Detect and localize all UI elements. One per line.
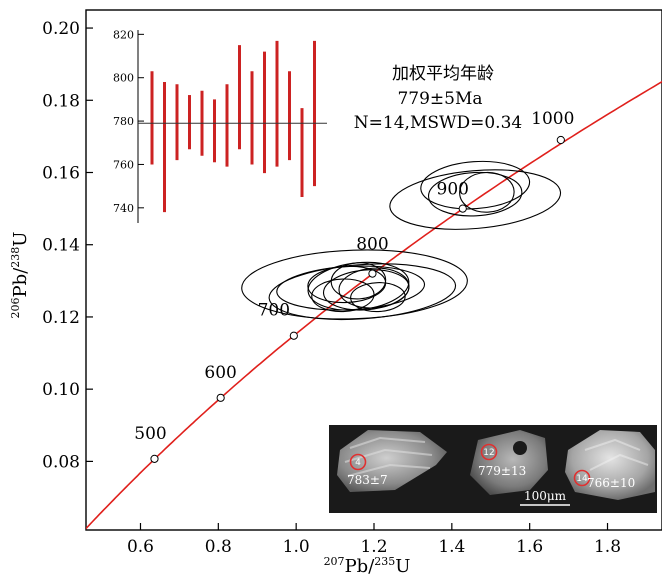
concordia-age-label: 600 [204,363,236,383]
concordia-age-label: 500 [134,424,166,444]
concordia-age-label: 900 [437,180,469,200]
x-tick-label: 1.6 [516,537,543,557]
spot-circle-4 [349,453,367,471]
x-tick-label: 0.8 [205,537,232,557]
inset-tick-label: 800 [113,72,134,85]
zircon-grain-2 [470,430,548,495]
error-ellipse [350,282,406,313]
y-tick-label: 0.12 [42,308,80,328]
y-tick-label: 0.08 [42,452,80,472]
spot-age-14: 766±10 [587,476,635,490]
x-tick-label: 0.6 [127,537,154,557]
spot-number-14: 14 [576,474,588,484]
inset-ticks: 740 760 780 800 820 [113,28,144,215]
annotation-title: 加权平均年龄 [392,64,494,84]
x-tick-label: 1.0 [283,537,310,557]
inset-tick-label: 820 [113,28,134,41]
y-tick-label: 0.20 [42,19,80,39]
error-ellipse [420,160,531,210]
scale-bar-label: 100μm [524,489,567,503]
concordia-age-label: 1000 [531,109,574,129]
concordia-age-markers: 500 600 700 800 900 1000 [134,109,574,463]
weighted-mean-inset: 740 760 780 800 820 [113,28,327,223]
concordia-marker [556,135,565,145]
x-tick-label: 1.8 [594,537,621,557]
error-ellipse [427,171,523,217]
zircon-grain-1 [337,430,447,492]
error-ellipse [338,267,410,309]
concordia-marker [150,454,159,463]
spot-age-4: 783±7 [347,473,388,487]
zircon-hole-2 [513,441,527,455]
spot-age-12: 779±13 [478,464,526,478]
error-ellipses [241,160,562,321]
zircon-cl-images: 4 12 14 783±7 779±13 766±10 100μm [329,425,657,513]
spot-number-12: 12 [483,448,494,458]
error-ellipse [389,169,562,230]
concordia-marker [289,331,298,340]
concordia-marker [368,269,377,278]
error-ellipse [311,278,375,313]
axes: 0.6 0.8 1.0 1.2 1.4 1.6 1.8 0.08 0.10 0.12 0.14 0.1… [42,19,621,557]
error-ellipse [459,171,515,213]
concordia-age-label: 700 [258,301,290,321]
inset-age-bars [150,40,316,213]
spot-number-4: 4 [355,458,361,468]
inset-tick-label: 740 [113,202,134,215]
error-ellipse [268,263,457,321]
spot-circle-12 [480,443,498,461]
annotation-age: 779±5Ma [397,89,482,109]
y-tick-label: 0.10 [42,380,80,400]
concordia-curve [86,80,662,530]
annotation-stats: N=14,MSWD=0.34 [354,113,522,133]
concordia-marker [216,393,225,402]
x-axis-title: 207Pb/235U [324,555,411,577]
x-tick-label: 1.2 [360,537,387,557]
error-ellipse [307,261,410,311]
zircon-zoning-1 [344,436,433,477]
spot-circle-14 [573,469,591,487]
y-tick-label: 0.14 [42,236,80,256]
concordia-age-label: 800 [356,235,388,255]
inset-tick-label: 780 [113,115,134,128]
zircon-zoning-3 [584,438,649,471]
y-axis-title: 206Pb/238U [9,232,31,319]
y-tick-label: 0.16 [42,164,80,184]
error-ellipse [276,265,426,311]
y-tick-label: 0.18 [42,91,80,111]
x-tick-label: 1.4 [438,537,465,557]
concordia-marker [458,204,467,213]
inset-tick-label: 760 [113,158,134,171]
